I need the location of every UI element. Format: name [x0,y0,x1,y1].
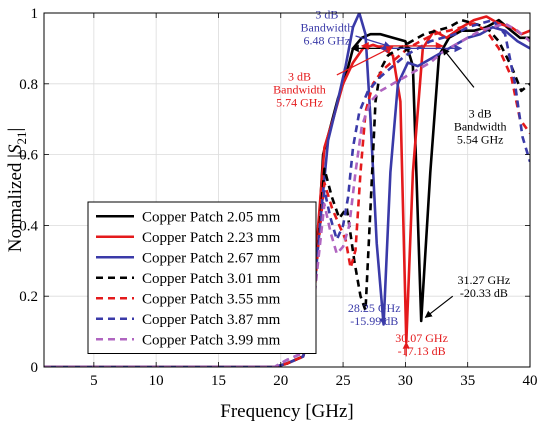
y-tick-label: 0.6 [19,148,38,164]
annotations: 3 dB Bandwidth 6.48 GHz 3 dB Bandwidth 5.74 G… [273,7,510,358]
plot-frame [43,12,531,368]
legend-entry: Copper Patch 2.23 mm [142,230,281,246]
y-tick-label: 0 [31,360,39,376]
legend-entry: Copper Patch 3.01 mm [142,271,281,287]
series-line-5 [44,22,530,367]
annotation-label: 28.25 GHz -15.99 dB [348,301,401,328]
y-tick-label: 0.8 [19,77,38,93]
annotation-label: 3 dB Bandwidth 5.74 GHz [273,69,326,109]
x-tick-label: 10 [149,373,164,389]
annotation-label: 3 dB Bandwidth 6.48 GHz [301,7,354,47]
legend-entry: Copper Patch 2.67 mm [142,250,281,266]
legend: Copper Patch 2.05 mm Copper Patch 2.23 mm… [87,201,317,354]
x-tick-label: 20 [273,373,288,389]
annotation-label: 30.07 GHz -17.13 dB [395,331,448,358]
y-tick-label: 1 [31,6,39,22]
legend-entry: Copper Patch 3.55 mm [142,291,281,307]
annotation-label: 3 dB Bandwidth 5.54 GHz [454,106,507,146]
x-tick-label: 40 [523,373,538,389]
x-tick-label: 25 [336,373,351,389]
legend-entry: Copper Patch 3.87 mm [142,312,281,328]
annotation-leader [379,310,387,326]
legend-entry: Copper Patch 2.05 mm [142,209,281,225]
x-tick-label: 15 [211,373,226,389]
y-axis-label: Normalized |S21| [5,128,29,253]
x-tick-label: 30 [398,373,413,389]
annotation-leader [424,295,454,318]
x-tick-label: 5 [90,373,98,389]
x-tick-label: 35 [460,373,475,389]
annotation-leader [442,47,475,88]
legend-entry: Copper Patch 3.99 mm [142,332,281,348]
annotation-label: 31.27 GHz -20.33 dB [458,273,511,300]
y-tick-label: 0.4 [19,218,38,234]
x-axis-label: Frequency [GHz] [220,401,353,422]
y-tick-label: 0.2 [19,289,38,305]
annotation-leader [336,46,394,76]
series-line-6 [44,18,530,367]
annotation-leader [355,35,392,49]
ticks: 5 10 15 20 25 30 35 40 0 0.2 0.4 0.6 0.8 1 [19,6,537,389]
